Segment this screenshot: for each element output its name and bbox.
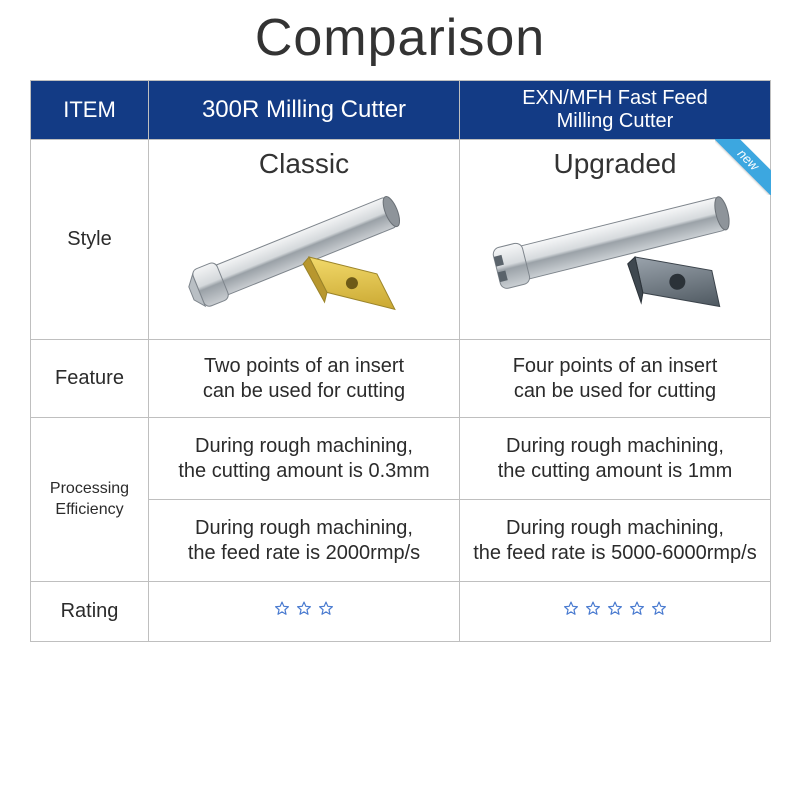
row-feature: Feature Two points of an insertcan be us…	[31, 340, 771, 418]
page-title: Comparison	[30, 0, 770, 80]
cell-rating-a	[149, 582, 460, 642]
comparison-table: ITEM 300R Milling Cutter EXN/MFH Fast Fe…	[30, 80, 771, 642]
star-icon	[317, 600, 335, 618]
header-col-a: 300R Milling Cutter	[149, 81, 460, 140]
header-col-b: EXN/MFH Fast FeedMilling Cutter	[460, 81, 771, 140]
star-icon	[584, 600, 602, 618]
cell-style-a: Classic	[149, 140, 460, 340]
row-style-label: Style	[31, 140, 149, 340]
cell-feature-b: Four points of an insertcan be used for …	[460, 340, 771, 418]
header-row: ITEM 300R Milling Cutter EXN/MFH Fast Fe…	[31, 81, 771, 140]
cell-processing-b1: During rough machining,the cutting amoun…	[460, 418, 771, 500]
milling-cutter-upgraded-icon	[475, 179, 755, 319]
star-icon	[273, 600, 291, 618]
row-style: Style Classic	[31, 140, 771, 340]
star-icon	[628, 600, 646, 618]
row-processing-1: ProcessingEfficiency During rough machin…	[31, 418, 771, 500]
star-icon	[650, 600, 668, 618]
cell-rating-b	[460, 582, 771, 642]
cell-processing-a2: During rough machining,the feed rate is …	[149, 500, 460, 582]
cell-feature-a: Two points of an insertcan be used for c…	[149, 340, 460, 418]
row-processing-label: ProcessingEfficiency	[31, 418, 149, 582]
stars-a	[273, 600, 335, 618]
cell-processing-b2: During rough machining,the feed rate is …	[460, 500, 771, 582]
comparison-page: Comparison ITEM 300R Milling Cutter EXN/…	[0, 0, 800, 642]
star-icon	[562, 600, 580, 618]
stars-b	[562, 600, 668, 618]
row-feature-label: Feature	[31, 340, 149, 418]
star-icon	[606, 600, 624, 618]
milling-cutter-classic-icon	[169, 179, 439, 319]
star-icon	[295, 600, 313, 618]
style-b-label: Upgraded	[460, 148, 770, 180]
style-a-label: Classic	[149, 148, 459, 180]
cell-style-b: new Upgraded	[460, 140, 771, 340]
header-item: ITEM	[31, 81, 149, 140]
row-rating: Rating	[31, 582, 771, 642]
cell-processing-a1: During rough machining,the cutting amoun…	[149, 418, 460, 500]
row-rating-label: Rating	[31, 582, 149, 642]
